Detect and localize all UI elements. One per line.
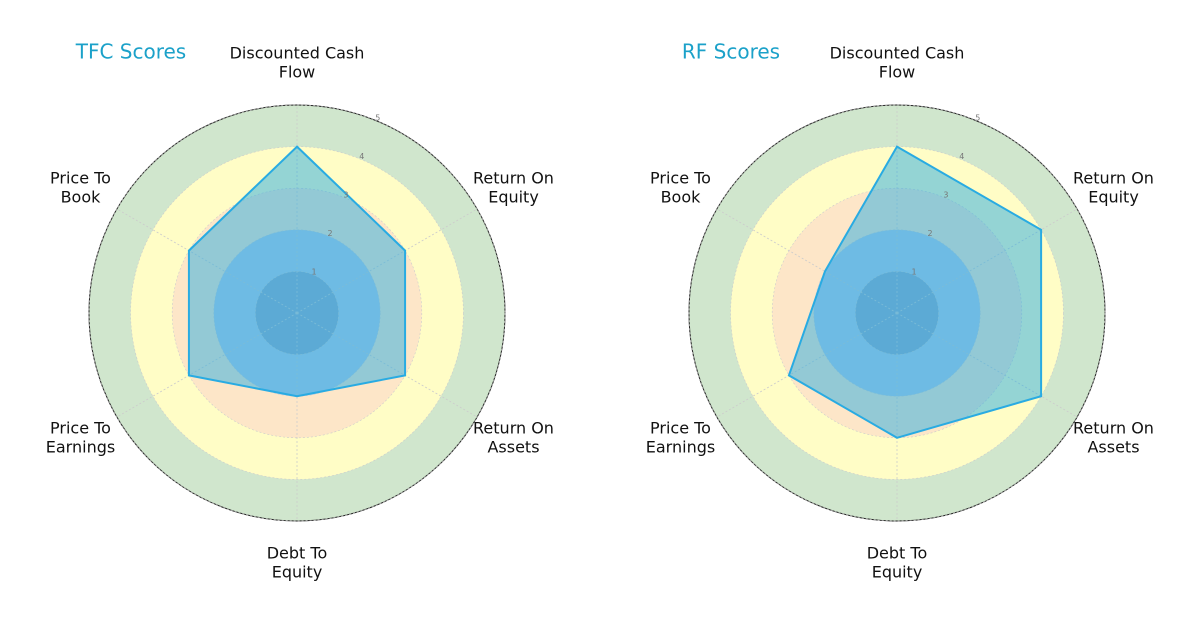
- grid-circle: [688, 104, 1106, 522]
- grid-circle: [88, 104, 506, 522]
- grid-circle: [730, 146, 1064, 480]
- grid-circle: [130, 146, 464, 480]
- axis-label: Price To Earnings: [46, 418, 115, 456]
- chart-title: RF Scores: [682, 40, 780, 64]
- r-tick-label: 4: [959, 152, 964, 161]
- r-tick-label: 2: [927, 229, 932, 238]
- chart-title: TFC Scores: [75, 40, 186, 64]
- grid-circle: [171, 187, 423, 439]
- axis-label: Price To Book: [50, 168, 111, 206]
- score-area: [787, 145, 1043, 439]
- axis-label: Return On Equity: [473, 168, 554, 206]
- grid-spoke: [716, 208, 898, 314]
- r-tick-label: 5: [375, 114, 380, 123]
- axis-label: Discounted Cash Flow: [830, 43, 965, 81]
- r-tick-label: 1: [912, 267, 917, 276]
- axis-label: Price To Book: [650, 168, 711, 206]
- r-tick-label: 5: [975, 114, 980, 123]
- r-tick-label: 3: [943, 190, 948, 199]
- axis-label: Debt To Equity: [267, 543, 328, 581]
- axis-label: Return On Equity: [1073, 168, 1154, 206]
- axis-label: Discounted Cash Flow: [230, 43, 365, 81]
- axis-label: Debt To Equity: [867, 543, 928, 581]
- r-tick-label: 4: [359, 152, 364, 161]
- axis-label: Return On Assets: [1073, 418, 1154, 456]
- axis-label: Return On Assets: [473, 418, 554, 456]
- r-tick-label: 1: [312, 267, 317, 276]
- r-tick-label: 3: [343, 190, 348, 199]
- score-area: [187, 145, 407, 398]
- axis-label: Price To Earnings: [646, 418, 715, 456]
- r-tick-label: 2: [327, 229, 332, 238]
